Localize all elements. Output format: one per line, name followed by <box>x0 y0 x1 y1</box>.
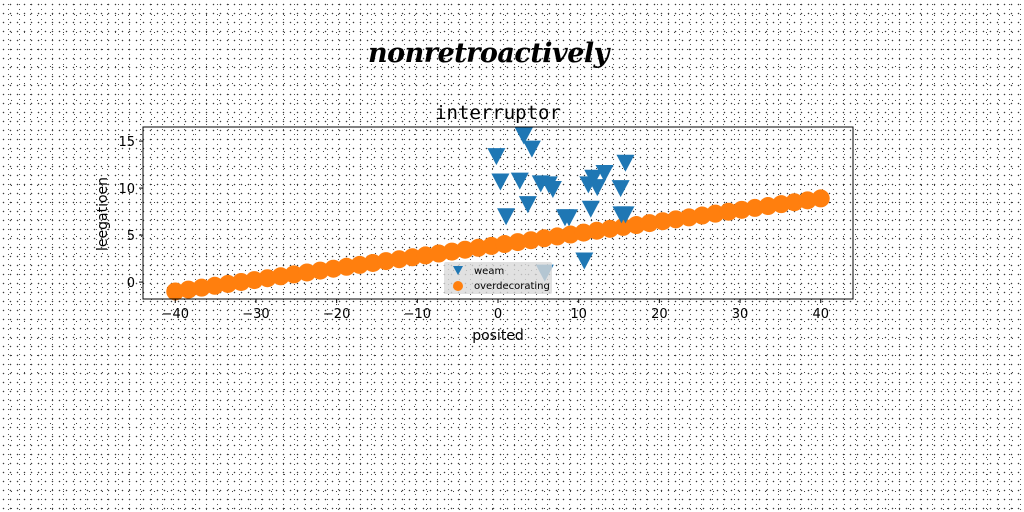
legend-label-weam: weam <box>474 266 504 277</box>
point-overdecorating <box>561 225 580 244</box>
point-overdecorating <box>205 276 224 295</box>
legend-marker-overdecorating <box>453 281 463 291</box>
point-overdecorating <box>600 219 619 238</box>
point-overdecorating <box>337 257 356 276</box>
point-weam <box>595 165 614 183</box>
point-overdecorating <box>390 250 409 269</box>
point-overdecorating <box>271 267 290 286</box>
point-overdecorating <box>166 282 185 301</box>
point-weam <box>518 196 537 214</box>
series-weam-group <box>487 127 635 282</box>
x-tick-label: 10 <box>570 307 587 322</box>
x-tick-label: 0 <box>494 307 502 322</box>
point-weam <box>588 179 607 197</box>
x-tick-label: −40 <box>162 307 189 322</box>
y-axis-label: leegatioen <box>95 177 111 251</box>
point-overdecorating <box>745 198 764 217</box>
point-weam <box>510 172 529 190</box>
point-overdecorating <box>311 261 330 280</box>
point-overdecorating <box>429 244 448 263</box>
point-overdecorating <box>258 269 277 288</box>
point-overdecorating <box>179 280 198 299</box>
point-weam <box>611 180 630 198</box>
point-weam <box>514 127 533 145</box>
x-axis: −40 −30 −20 −10 0 10 20 30 40 <box>162 299 829 322</box>
x-tick-label: 20 <box>651 307 668 322</box>
legend: weam overdecorating <box>444 262 552 294</box>
point-overdecorating <box>324 259 343 278</box>
point-overdecorating <box>693 206 712 225</box>
point-overdecorating <box>627 216 646 235</box>
point-overdecorating <box>232 272 251 291</box>
point-overdecorating <box>811 189 830 208</box>
chart-title: interruptor <box>435 102 561 124</box>
point-weam <box>616 206 635 224</box>
point-overdecorating <box>456 240 475 259</box>
point-overdecorating <box>403 248 422 267</box>
point-overdecorating <box>653 212 672 231</box>
point-overdecorating <box>548 227 567 246</box>
point-weam <box>522 140 541 158</box>
x-tick-label: −10 <box>404 307 431 322</box>
point-overdecorating <box>245 271 264 290</box>
point-weam <box>543 181 562 199</box>
point-overdecorating <box>772 195 791 214</box>
point-overdecorating <box>442 242 461 261</box>
x-axis-label: posited <box>472 328 524 344</box>
legend-box <box>444 262 552 294</box>
legend-marker-weam <box>453 266 463 275</box>
x-tick-label: 30 <box>732 307 749 322</box>
x-tick-label: −30 <box>242 307 269 322</box>
point-overdecorating <box>614 217 633 236</box>
point-overdecorating <box>495 235 514 254</box>
point-overdecorating <box>416 246 435 265</box>
point-overdecorating <box>798 191 817 210</box>
y-tick-label: 10 <box>118 182 135 197</box>
y-tick-label: 5 <box>127 229 135 244</box>
point-overdecorating <box>218 274 237 293</box>
point-weam <box>491 173 510 191</box>
point-overdecorating <box>706 204 725 223</box>
figure-suptitle: nonretroactively <box>368 38 609 69</box>
point-weam <box>487 148 506 166</box>
point-overdecorating <box>297 263 316 282</box>
point-overdecorating <box>192 278 211 297</box>
point-overdecorating <box>363 253 382 272</box>
point-weam <box>581 200 600 218</box>
point-overdecorating <box>587 221 606 240</box>
point-overdecorating <box>521 231 540 250</box>
point-overdecorating <box>284 265 303 284</box>
point-overdecorating <box>377 252 396 271</box>
point-overdecorating <box>719 202 738 221</box>
point-overdecorating <box>640 214 659 233</box>
y-axis: 0 5 10 15 <box>118 135 143 291</box>
point-overdecorating <box>535 229 554 248</box>
x-tick-label: −20 <box>323 307 350 322</box>
point-overdecorating <box>785 193 804 212</box>
point-overdecorating <box>574 223 593 242</box>
point-overdecorating <box>680 208 699 227</box>
point-overdecorating <box>759 197 778 216</box>
x-tick-label: 40 <box>812 307 829 322</box>
point-weam <box>616 154 635 172</box>
point-overdecorating <box>732 200 751 219</box>
point-weam <box>560 209 578 227</box>
legend-label-overdecorating: overdecorating <box>474 281 550 292</box>
point-weam <box>497 208 516 226</box>
series-overdecorating-group <box>166 189 830 301</box>
y-tick-label: 15 <box>118 135 135 150</box>
point-overdecorating <box>508 233 527 252</box>
y-tick-label: 0 <box>127 276 135 291</box>
point-overdecorating <box>350 255 369 274</box>
point-overdecorating <box>469 238 488 257</box>
point-overdecorating <box>482 236 501 255</box>
point-overdecorating <box>666 210 685 229</box>
point-weam <box>575 252 594 270</box>
